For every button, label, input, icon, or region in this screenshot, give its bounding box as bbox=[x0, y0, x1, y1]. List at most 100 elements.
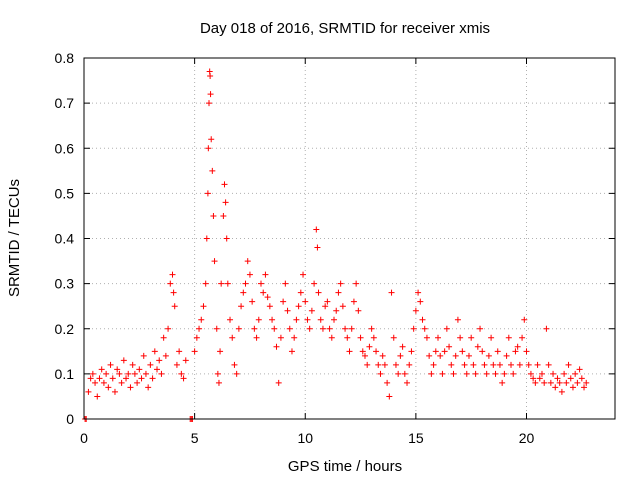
data-point bbox=[322, 303, 329, 310]
data-point bbox=[359, 348, 366, 355]
data-point bbox=[448, 361, 455, 368]
data-point bbox=[255, 316, 262, 323]
data-point bbox=[282, 280, 289, 287]
data-point bbox=[401, 370, 408, 377]
data-point bbox=[291, 334, 298, 341]
data-point bbox=[364, 361, 371, 368]
data-point bbox=[499, 379, 506, 386]
data-point bbox=[202, 280, 209, 287]
data-points bbox=[82, 68, 590, 422]
data-point bbox=[368, 325, 375, 332]
data-point bbox=[131, 370, 138, 377]
data-point bbox=[525, 361, 532, 368]
data-point bbox=[508, 361, 515, 368]
y-tick-label: 0.4 bbox=[55, 231, 75, 247]
data-point bbox=[379, 352, 386, 359]
data-point bbox=[381, 361, 388, 368]
data-point bbox=[558, 388, 565, 395]
data-point bbox=[151, 348, 158, 355]
x-tick-label: 20 bbox=[519, 430, 535, 446]
data-point bbox=[266, 303, 273, 310]
data-point bbox=[94, 393, 101, 400]
data-point bbox=[182, 357, 189, 364]
data-point bbox=[446, 343, 453, 350]
data-point bbox=[439, 370, 446, 377]
data-point bbox=[523, 348, 530, 355]
data-point bbox=[123, 375, 130, 382]
data-point bbox=[415, 289, 422, 296]
data-point bbox=[567, 375, 574, 382]
data-point bbox=[437, 352, 444, 359]
data-point bbox=[156, 357, 163, 364]
data-point bbox=[534, 361, 541, 368]
data-point bbox=[297, 289, 304, 296]
data-point bbox=[87, 375, 94, 382]
data-point bbox=[556, 379, 563, 386]
data-point bbox=[173, 361, 180, 368]
data-point bbox=[210, 212, 217, 219]
x-axis-ticks: 0 5 10 15 20 bbox=[80, 58, 534, 446]
data-point bbox=[514, 343, 521, 350]
data-point bbox=[302, 298, 309, 305]
data-point bbox=[426, 352, 433, 359]
x-tick-label: 10 bbox=[297, 430, 313, 446]
data-point bbox=[331, 316, 338, 323]
data-point bbox=[221, 181, 228, 188]
x-axis-label: GPS time / hours bbox=[288, 458, 402, 475]
data-point bbox=[264, 294, 271, 301]
data-point bbox=[319, 325, 326, 332]
data-point bbox=[138, 375, 145, 382]
data-point bbox=[207, 91, 214, 98]
data-point bbox=[355, 307, 362, 314]
data-point bbox=[262, 271, 269, 278]
data-point bbox=[244, 258, 251, 265]
data-point bbox=[315, 289, 322, 296]
data-point bbox=[118, 379, 125, 386]
data-point bbox=[501, 370, 508, 377]
data-point bbox=[516, 361, 523, 368]
data-point bbox=[428, 370, 435, 377]
data-point bbox=[240, 289, 247, 296]
data-point bbox=[249, 298, 256, 305]
y-tick-label: 0.3 bbox=[55, 276, 75, 292]
x-tick-label: 15 bbox=[408, 430, 424, 446]
data-point bbox=[430, 361, 437, 368]
data-point bbox=[390, 334, 397, 341]
data-point bbox=[147, 361, 154, 368]
data-point bbox=[547, 379, 554, 386]
data-point bbox=[223, 235, 230, 242]
data-point bbox=[203, 235, 210, 242]
data-point bbox=[208, 136, 215, 143]
y-tick-label: 0.5 bbox=[55, 185, 75, 201]
data-point bbox=[107, 361, 114, 368]
data-point bbox=[404, 379, 411, 386]
data-point bbox=[479, 348, 486, 355]
data-point bbox=[162, 352, 169, 359]
y-axis-ticks: 0 0.1 0.2 0.3 0.4 0.5 0.6 0.7 0.8 bbox=[55, 50, 615, 427]
data-point bbox=[246, 271, 253, 278]
data-point bbox=[160, 334, 167, 341]
data-point bbox=[134, 379, 141, 386]
data-point bbox=[105, 384, 112, 391]
data-point bbox=[295, 303, 302, 310]
data-point bbox=[233, 370, 240, 377]
data-point bbox=[503, 352, 510, 359]
data-point bbox=[193, 334, 200, 341]
y-tick-label: 0.6 bbox=[55, 140, 75, 156]
data-point bbox=[214, 370, 221, 377]
data-point bbox=[472, 370, 479, 377]
data-point bbox=[125, 370, 132, 377]
data-point bbox=[116, 370, 123, 377]
x-tick-label: 0 bbox=[80, 430, 88, 446]
data-point bbox=[538, 370, 545, 377]
data-point bbox=[253, 334, 260, 341]
data-point bbox=[238, 303, 245, 310]
data-point bbox=[463, 370, 470, 377]
data-point bbox=[171, 303, 178, 310]
data-point bbox=[293, 316, 300, 323]
data-point bbox=[392, 361, 399, 368]
data-point bbox=[521, 316, 528, 323]
data-point bbox=[485, 352, 492, 359]
data-point bbox=[129, 361, 136, 368]
data-point bbox=[218, 280, 225, 287]
